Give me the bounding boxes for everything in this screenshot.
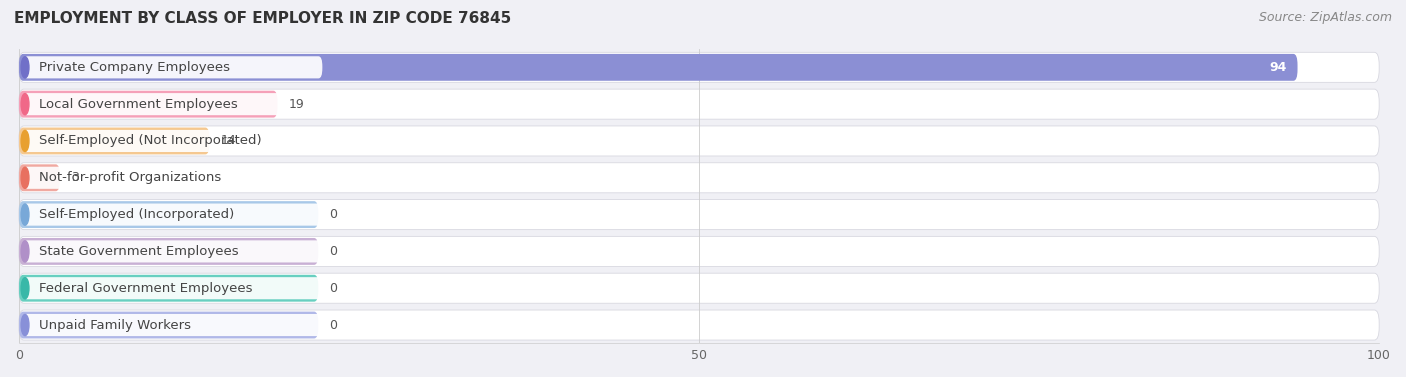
Text: Self-Employed (Not Incorporated): Self-Employed (Not Incorporated) [38, 135, 262, 147]
FancyBboxPatch shape [18, 126, 1379, 156]
Text: 0: 0 [329, 245, 337, 258]
Text: Source: ZipAtlas.com: Source: ZipAtlas.com [1258, 11, 1392, 24]
FancyBboxPatch shape [18, 127, 209, 155]
Text: 3: 3 [70, 171, 79, 184]
FancyBboxPatch shape [22, 204, 322, 226]
FancyBboxPatch shape [18, 273, 1379, 303]
Circle shape [21, 277, 30, 299]
FancyBboxPatch shape [22, 93, 322, 115]
Circle shape [21, 130, 30, 152]
FancyBboxPatch shape [22, 167, 322, 189]
FancyBboxPatch shape [22, 277, 322, 299]
FancyBboxPatch shape [18, 164, 60, 191]
FancyBboxPatch shape [18, 312, 318, 339]
FancyBboxPatch shape [18, 163, 1379, 193]
Circle shape [21, 93, 30, 115]
FancyBboxPatch shape [18, 199, 1379, 230]
FancyBboxPatch shape [18, 89, 1379, 119]
Circle shape [21, 204, 30, 225]
Text: 19: 19 [288, 98, 304, 111]
Text: EMPLOYMENT BY CLASS OF EMPLOYER IN ZIP CODE 76845: EMPLOYMENT BY CLASS OF EMPLOYER IN ZIP C… [14, 11, 512, 26]
FancyBboxPatch shape [18, 236, 1379, 267]
Text: Private Company Employees: Private Company Employees [38, 61, 229, 74]
FancyBboxPatch shape [18, 310, 1379, 340]
Circle shape [21, 314, 30, 336]
Text: Local Government Employees: Local Government Employees [38, 98, 238, 111]
FancyBboxPatch shape [18, 52, 1379, 82]
Text: 94: 94 [1270, 61, 1286, 74]
Text: State Government Employees: State Government Employees [38, 245, 238, 258]
Text: 0: 0 [329, 282, 337, 295]
Circle shape [21, 241, 30, 262]
FancyBboxPatch shape [18, 91, 277, 118]
Text: Federal Government Employees: Federal Government Employees [38, 282, 252, 295]
Text: 0: 0 [329, 319, 337, 331]
Text: Self-Employed (Incorporated): Self-Employed (Incorporated) [38, 208, 233, 221]
Text: 14: 14 [221, 135, 236, 147]
FancyBboxPatch shape [18, 275, 318, 302]
Text: Unpaid Family Workers: Unpaid Family Workers [38, 319, 191, 331]
FancyBboxPatch shape [22, 314, 322, 336]
Circle shape [21, 57, 30, 78]
Text: Not-for-profit Organizations: Not-for-profit Organizations [38, 171, 221, 184]
FancyBboxPatch shape [22, 241, 322, 262]
Text: 0: 0 [329, 208, 337, 221]
Circle shape [21, 167, 30, 188]
FancyBboxPatch shape [18, 54, 1298, 81]
FancyBboxPatch shape [18, 201, 318, 228]
FancyBboxPatch shape [22, 130, 322, 152]
FancyBboxPatch shape [22, 56, 322, 78]
FancyBboxPatch shape [18, 238, 318, 265]
